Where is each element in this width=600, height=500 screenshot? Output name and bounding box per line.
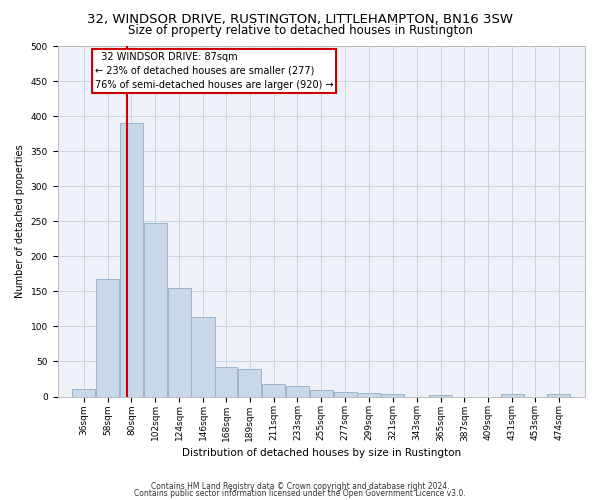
Bar xyxy=(167,288,191,397)
Bar xyxy=(334,392,356,396)
Bar xyxy=(262,384,285,396)
Bar xyxy=(547,394,571,396)
Text: Size of property relative to detached houses in Rustington: Size of property relative to detached ho… xyxy=(128,24,472,37)
Bar xyxy=(238,369,261,396)
Bar xyxy=(191,318,215,396)
Text: 32 WINDSOR DRIVE: 87sqm
← 23% of detached houses are smaller (277)
76% of semi-d: 32 WINDSOR DRIVE: 87sqm ← 23% of detache… xyxy=(95,52,333,90)
X-axis label: Distribution of detached houses by size in Rustington: Distribution of detached houses by size … xyxy=(182,448,461,458)
Bar xyxy=(144,222,167,396)
Text: Contains public sector information licensed under the Open Government Licence v3: Contains public sector information licen… xyxy=(134,489,466,498)
Bar xyxy=(500,394,524,396)
Bar xyxy=(429,395,452,396)
Bar xyxy=(96,280,119,396)
Bar xyxy=(286,386,309,396)
Text: 32, WINDSOR DRIVE, RUSTINGTON, LITTLEHAMPTON, BN16 3SW: 32, WINDSOR DRIVE, RUSTINGTON, LITTLEHAM… xyxy=(87,12,513,26)
Bar xyxy=(215,367,238,396)
Text: Contains HM Land Registry data © Crown copyright and database right 2024.: Contains HM Land Registry data © Crown c… xyxy=(151,482,449,491)
Y-axis label: Number of detached properties: Number of detached properties xyxy=(15,144,25,298)
Bar xyxy=(72,389,95,396)
Bar xyxy=(381,394,404,396)
Bar xyxy=(120,123,143,396)
Bar xyxy=(358,393,380,396)
Bar xyxy=(310,390,333,396)
